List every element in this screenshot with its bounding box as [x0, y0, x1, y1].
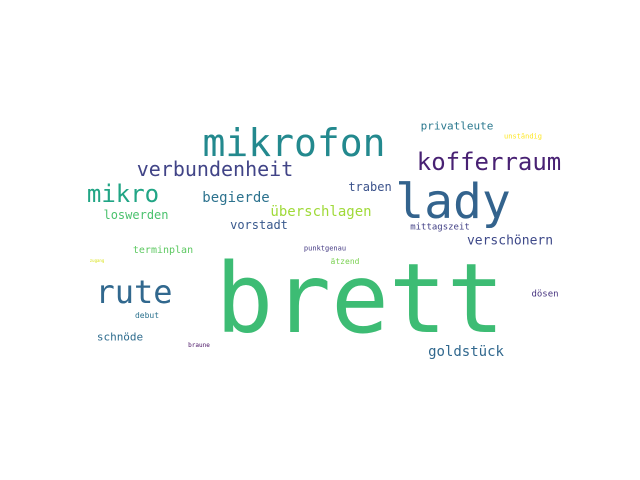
- word-debut: debut: [134, 311, 160, 320]
- word-unstaendig: unständig: [504, 132, 542, 141]
- word-begierde: begierde: [202, 190, 270, 206]
- word-aetzend: ätzend: [330, 257, 360, 266]
- word-braune: braune: [188, 342, 210, 349]
- word-kofferraum: kofferraum: [416, 148, 562, 176]
- word-vorstadt: vorstadt: [230, 218, 288, 232]
- word-brett: brett: [215, 243, 505, 355]
- word-lady: lady: [395, 174, 511, 230]
- word-ueberschlagen: überschlagen: [270, 204, 372, 220]
- word-punktgenau: punktgenau: [303, 244, 347, 253]
- word-schnoede: schnöde: [96, 330, 144, 344]
- word-mikrofon: mikrofon: [202, 121, 386, 165]
- word-traben: traben: [348, 180, 392, 194]
- word-doesen: dösen: [531, 289, 559, 300]
- word-loswerden: loswerden: [103, 208, 169, 222]
- word-mittagszeit: mittagszeit: [410, 222, 470, 233]
- word-verschoenern: verschönern: [466, 233, 554, 249]
- word-privatleute: privatleute: [420, 119, 494, 133]
- word-zugang: zugang: [89, 258, 105, 263]
- word-rute: rute: [95, 273, 173, 311]
- word-mikro: mikro: [86, 180, 160, 208]
- word-verbundenheit: verbundenheit: [136, 157, 294, 181]
- word-terminplan: terminplan: [132, 245, 194, 256]
- word-goldstueck: goldstück: [428, 344, 504, 360]
